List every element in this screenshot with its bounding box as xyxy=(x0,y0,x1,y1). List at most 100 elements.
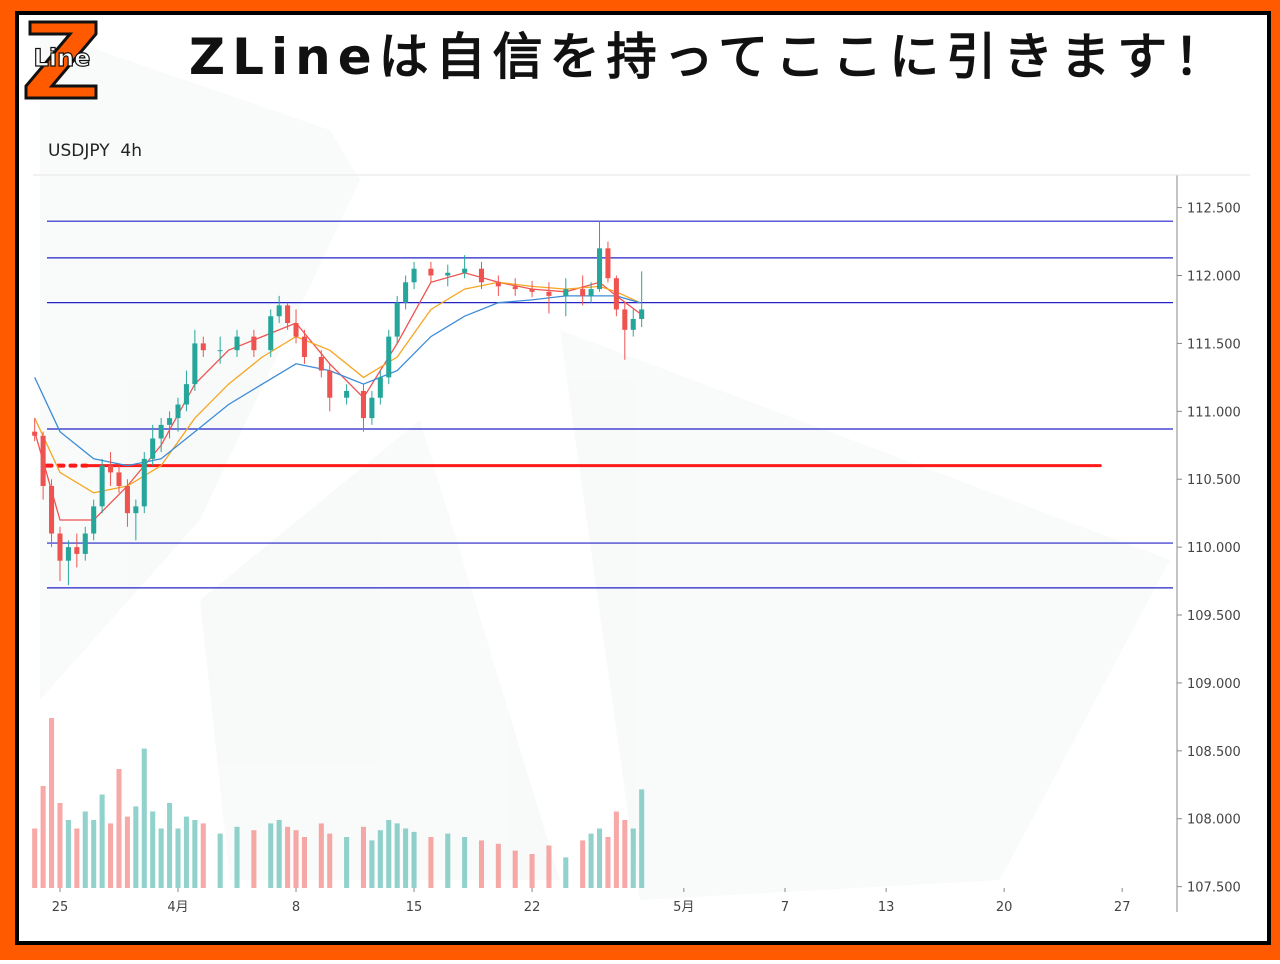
candle-body xyxy=(563,289,569,296)
moving-average xyxy=(34,272,641,521)
candle-body xyxy=(622,309,628,330)
volume-bar xyxy=(276,820,282,888)
volume-bar xyxy=(150,811,156,888)
moving-average xyxy=(34,281,641,494)
volume-bar xyxy=(428,837,434,888)
chart-title: USDJPY 4h xyxy=(48,141,142,161)
volume-bar xyxy=(293,830,299,888)
candle-body xyxy=(394,302,400,337)
volume-bar xyxy=(360,826,366,888)
x-tick-label: 8 xyxy=(292,900,300,915)
y-tick-label: 110.500 xyxy=(1187,473,1241,488)
candle-body xyxy=(217,350,223,352)
volume-bar xyxy=(411,831,417,888)
candle-body xyxy=(293,323,299,337)
candle-body xyxy=(234,336,240,351)
y-tick-label: 111.500 xyxy=(1187,337,1241,352)
volume-bar xyxy=(200,823,206,888)
candle-body xyxy=(630,318,636,330)
x-tick-label: 13 xyxy=(878,900,895,915)
volume-bar xyxy=(639,789,645,888)
volume-bar xyxy=(175,828,181,888)
candle-body xyxy=(57,533,63,561)
volume-bar xyxy=(108,823,114,888)
volume-bar xyxy=(74,828,80,888)
volume-bar xyxy=(529,854,535,888)
headline: ZLineは自信を持ってここに引きます！ xyxy=(189,28,1231,86)
y-tick-label: 108.500 xyxy=(1187,745,1241,760)
volume-bar xyxy=(301,837,307,888)
x-tick-label: 20 xyxy=(996,900,1013,915)
volume-bar xyxy=(386,820,392,888)
candle-body xyxy=(360,390,366,419)
volume-bar xyxy=(251,830,257,888)
volume-bar xyxy=(630,828,636,888)
candle-body xyxy=(91,506,97,534)
x-tick-label: 4月 xyxy=(167,900,188,915)
candle-body xyxy=(82,533,88,554)
x-tick-label: 15 xyxy=(406,900,423,915)
volume-bar xyxy=(369,840,375,888)
y-tick-label: 108.000 xyxy=(1187,813,1241,828)
volume-bar xyxy=(563,857,569,888)
y-tick-label: 110.000 xyxy=(1187,541,1241,556)
x-tick-label: 5月 xyxy=(673,900,694,915)
candle-body xyxy=(639,309,645,319)
candle-body xyxy=(32,431,38,436)
candle-body xyxy=(158,424,164,439)
volume-bar xyxy=(57,803,63,888)
volume-bar xyxy=(495,843,501,888)
volume-bar xyxy=(613,811,619,888)
volume-bar xyxy=(158,828,164,888)
candle-body xyxy=(369,397,375,419)
candle-body xyxy=(276,305,282,317)
candle-body xyxy=(318,356,324,371)
candle-body xyxy=(150,438,156,459)
candle-body xyxy=(386,336,392,378)
candle-body xyxy=(428,268,434,276)
volume-bar xyxy=(580,840,586,888)
candle-body xyxy=(40,435,46,487)
volume-bar xyxy=(32,828,38,888)
volume-bar xyxy=(546,845,552,888)
candle-body xyxy=(411,268,417,283)
volume-bar xyxy=(403,828,409,888)
y-tick-label: 109.000 xyxy=(1187,677,1241,692)
logo: Line xyxy=(24,20,98,100)
candle-body xyxy=(200,343,206,351)
volume-bar xyxy=(82,811,88,888)
volume-bar xyxy=(99,794,105,888)
volume-bar xyxy=(91,820,97,888)
candle-body xyxy=(183,384,189,405)
y-tick-label: 112.500 xyxy=(1187,202,1241,217)
volume-bar xyxy=(478,840,485,888)
volume-bar xyxy=(285,826,291,888)
watermark xyxy=(40,30,1170,900)
volume-bar xyxy=(344,837,350,888)
y-tick-label: 109.500 xyxy=(1187,609,1241,624)
volume-bar xyxy=(40,786,46,888)
candle-body xyxy=(495,282,501,287)
x-tick-label: 27 xyxy=(1114,900,1131,915)
candle-body xyxy=(251,336,257,351)
volume-bar xyxy=(124,816,130,888)
volume-bar xyxy=(327,833,333,888)
logo-text: Line xyxy=(34,44,91,72)
volume-bar xyxy=(377,830,383,888)
candle-body xyxy=(99,465,105,507)
volume-bar xyxy=(512,850,518,888)
x-tick-label: 25 xyxy=(52,900,69,915)
candle-body xyxy=(116,472,122,487)
candle-body xyxy=(605,248,611,279)
candle-body xyxy=(192,343,198,385)
candle-body xyxy=(403,282,409,303)
volume-bar xyxy=(318,823,324,888)
moving-average xyxy=(34,295,641,467)
volume-bar xyxy=(65,820,71,888)
candle-body xyxy=(124,486,130,514)
candle-body xyxy=(167,418,173,425)
candle-body xyxy=(377,377,383,398)
volume-bar xyxy=(268,823,274,888)
candle-body xyxy=(546,291,552,296)
